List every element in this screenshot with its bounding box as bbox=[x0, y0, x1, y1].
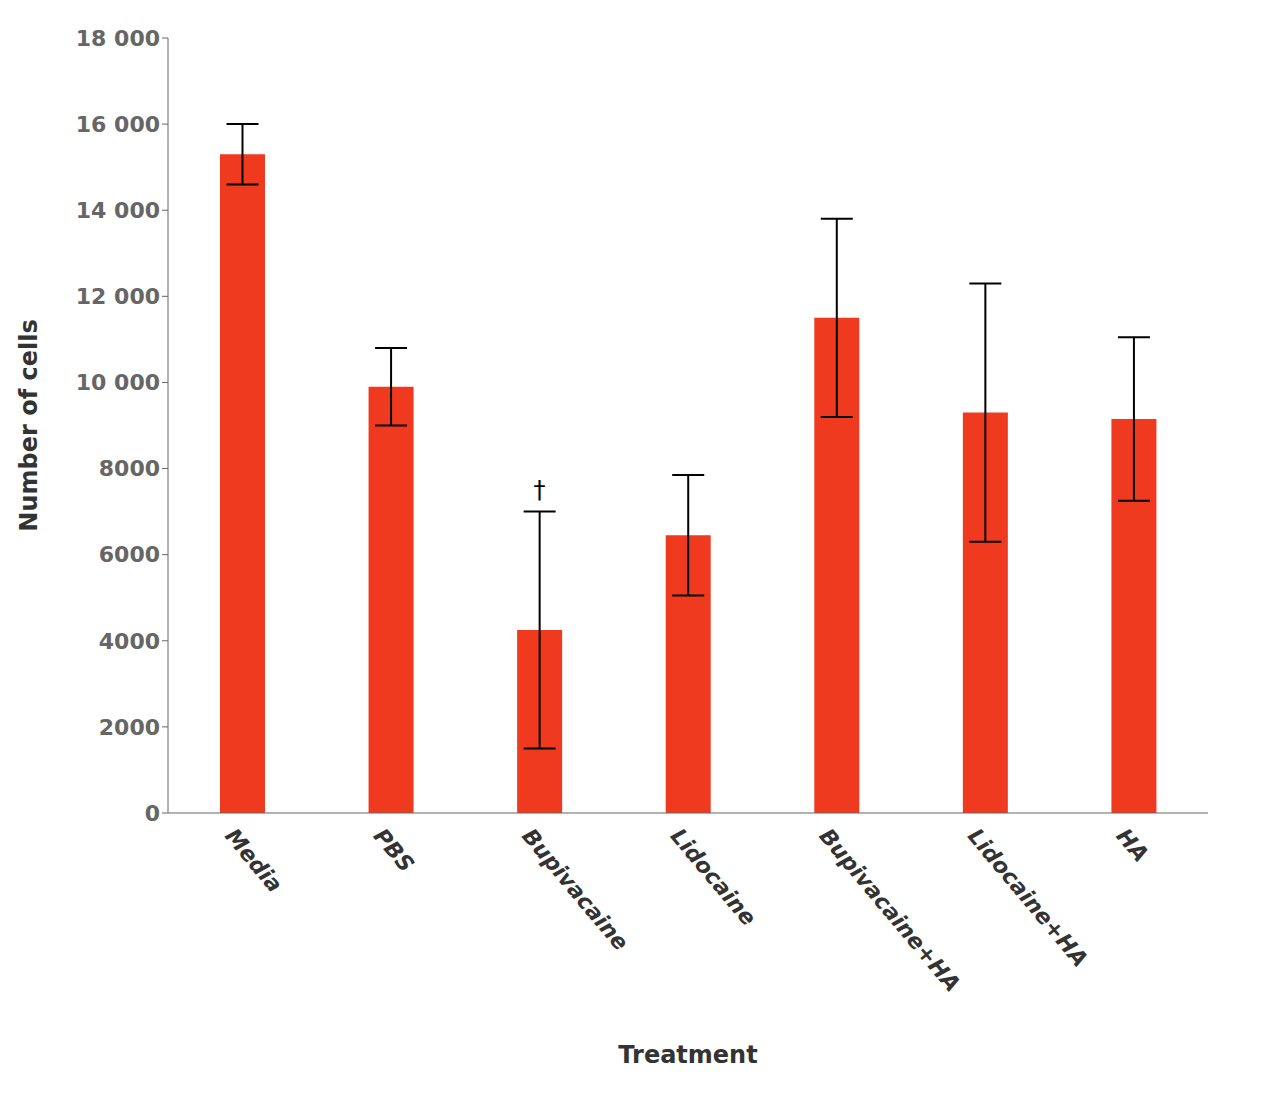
svg-text:10 000: 10 000 bbox=[76, 370, 160, 395]
svg-text:Number of cells: Number of cells bbox=[15, 319, 43, 531]
svg-text:Media: Media bbox=[220, 824, 287, 897]
svg-text:12 000: 12 000 bbox=[76, 284, 160, 309]
svg-text:8000: 8000 bbox=[99, 456, 160, 481]
svg-text:HA: HA bbox=[1111, 824, 1153, 867]
svg-text:Bupivacaine: Bupivacaine bbox=[517, 824, 633, 956]
svg-text:6000: 6000 bbox=[99, 542, 160, 567]
svg-text:Bupivacaine+HA: Bupivacaine+HA bbox=[814, 824, 965, 997]
svg-text:0: 0 bbox=[145, 801, 160, 826]
svg-text:4000: 4000 bbox=[99, 629, 160, 654]
svg-text:†: † bbox=[533, 476, 545, 504]
svg-text:PBS: PBS bbox=[369, 824, 419, 877]
svg-text:14 000: 14 000 bbox=[76, 198, 160, 223]
svg-text:Treatment: Treatment bbox=[618, 1041, 757, 1069]
svg-text:Lidocaine: Lidocaine bbox=[666, 824, 761, 931]
svg-text:18 000: 18 000 bbox=[76, 26, 160, 51]
svg-text:2000: 2000 bbox=[99, 715, 160, 740]
svg-text:16 000: 16 000 bbox=[76, 112, 160, 137]
svg-text:Lidocaine+HA: Lidocaine+HA bbox=[963, 824, 1093, 972]
